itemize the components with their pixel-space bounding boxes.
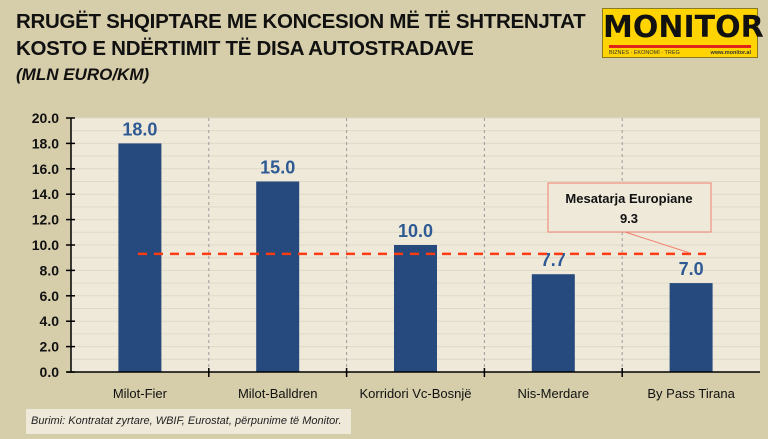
callout-value: 9.3 (620, 211, 638, 226)
bar-0 (118, 143, 162, 372)
bar-3 (531, 274, 575, 372)
bar-4 (669, 283, 713, 372)
data-label: 7.7 (541, 250, 566, 270)
y-tick-label: 18.0 (32, 135, 59, 151)
y-tick-label: 10.0 (32, 237, 59, 253)
bar-1 (256, 181, 300, 372)
data-label: 7.0 (679, 259, 704, 279)
bar-2 (394, 245, 437, 372)
logo-tagline: BIZNES · EKONOMI · TREG (609, 50, 680, 56)
source-note: Burimi: Kontratat zyrtare, WBIF, Eurosta… (26, 409, 351, 434)
logo-website: www.monitor.al (710, 50, 751, 56)
logo-red-bar (609, 45, 751, 48)
data-label: 10.0 (398, 221, 433, 241)
x-tick-label: Korridori Vc-Bosnjë (360, 386, 472, 401)
data-label: 15.0 (260, 158, 295, 178)
x-tick-label: Milot-Fier (113, 386, 168, 401)
y-tick-label: 14.0 (32, 186, 59, 202)
data-label: 18.0 (122, 119, 157, 139)
y-tick-label: 12.0 (32, 212, 59, 228)
x-tick-label: By Pass Tirana (647, 386, 735, 401)
logo-brand: MONITOR (603, 10, 764, 45)
x-tick-label: Nis-Merdare (518, 386, 590, 401)
chart-title-line2: KOSTO E NDËRTIMIT TË DISA AUTOSTRADAVE (16, 37, 474, 60)
y-tick-label: 0.0 (40, 364, 60, 380)
y-tick-label: 2.0 (40, 339, 60, 355)
monitor-logo: MONITOR BIZNES · EKONOMI · TREG www.moni… (602, 8, 764, 58)
y-tick-label: 8.0 (40, 262, 60, 278)
chart-title-line1: RRUGËT SHQIPTARE ME KONCESION MË TË SHTR… (16, 10, 586, 33)
callout-label: Mesatarja Europiane (565, 191, 692, 206)
y-tick-label: 20.0 (32, 110, 59, 126)
x-tick-label: Milot-Balldren (238, 386, 317, 401)
y-tick-label: 16.0 (32, 161, 59, 177)
callout-box (547, 182, 712, 233)
chart-unit: (MLN EURO/KM) (16, 65, 150, 84)
y-tick-label: 4.0 (40, 313, 60, 329)
y-tick-label: 6.0 (40, 288, 60, 304)
callout-leader (624, 231, 691, 254)
